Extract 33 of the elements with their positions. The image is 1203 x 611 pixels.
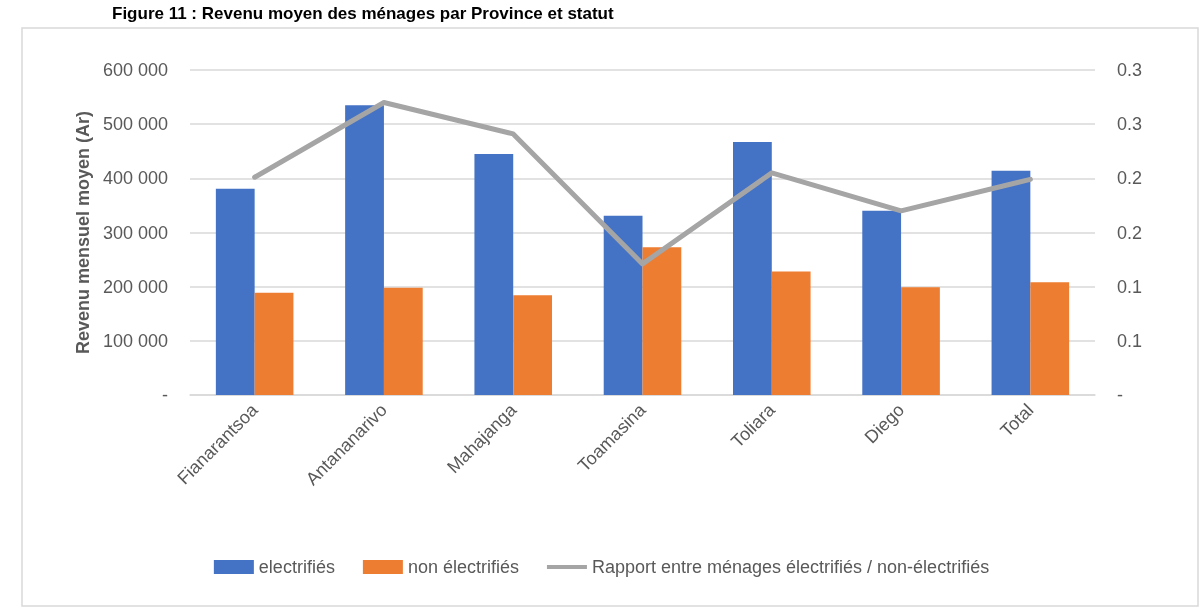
bar: [642, 247, 682, 395]
bar: [733, 142, 772, 395]
bar: [215, 188, 255, 395]
bar: [383, 287, 423, 395]
bar: [1030, 282, 1070, 395]
legend-label: electrifiés: [258, 557, 335, 577]
bar: [345, 105, 384, 395]
bar: [603, 215, 643, 395]
legend-label: non électrifiés: [407, 557, 519, 577]
y2-tick-label: 0.3: [1117, 60, 1143, 80]
y2-tick-label: 0.2: [1117, 222, 1143, 243]
bar: [474, 153, 514, 395]
bar: [254, 292, 294, 395]
bar: [901, 287, 940, 395]
y-tick-label: 400 000: [102, 168, 168, 189]
bar: [991, 170, 1031, 395]
y2-tick-label: 0.1: [1117, 330, 1143, 351]
bar: [771, 271, 811, 395]
y-tick-label: 200 000: [102, 276, 168, 297]
y2-tick-label: 0.1: [1117, 276, 1143, 297]
y2-tick-label: 0.3: [1117, 114, 1143, 135]
y-tick-label: 600 000: [102, 60, 168, 80]
y2-tick-label: -: [1117, 385, 1123, 405]
y-tick-label: -: [162, 385, 168, 405]
y-axis-title: Revenu mensuel moyen (Ar): [73, 110, 94, 355]
y-tick-label: 300 000: [102, 222, 168, 243]
bar: [862, 210, 902, 395]
y2-tick-label: 0.2: [1117, 168, 1143, 189]
bar: [513, 295, 552, 395]
legend-label: Rapport entre ménages électrifiés / non-électrifiés: [591, 557, 990, 577]
y-tick-label: 500 000: [102, 114, 168, 135]
chart-title: Figure 11 : Revenu moyen des ménages par Province et statut: [112, 4, 614, 23]
y-tick-label: 100 000: [102, 330, 168, 351]
